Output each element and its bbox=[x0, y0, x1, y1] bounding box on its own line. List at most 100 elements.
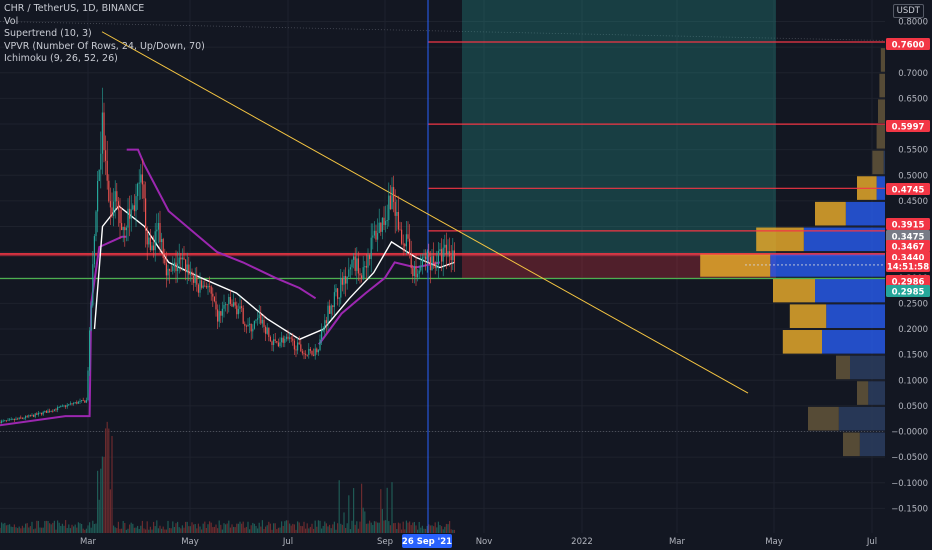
price-axis[interactable]: 0.80000.75000.70000.65000.60000.55000.50… bbox=[885, 0, 932, 550]
volume-bar bbox=[95, 523, 97, 533]
candle-body bbox=[444, 244, 446, 248]
time-tick-label: Sep bbox=[377, 537, 393, 547]
volume-bar bbox=[340, 523, 342, 533]
currency-badge[interactable]: USDT bbox=[892, 4, 924, 18]
candle-body bbox=[421, 257, 423, 267]
candle-body bbox=[204, 285, 206, 287]
price-tag-label: 0.2986 bbox=[892, 278, 925, 288]
candle-body bbox=[23, 418, 25, 420]
volume-bar bbox=[333, 521, 335, 533]
entry-band bbox=[0, 253, 885, 257]
time-axis[interactable]: Mar May Jul Sep Nov 2022 Mar May Jul 26 Sep '21 bbox=[0, 533, 932, 550]
volume-bar bbox=[337, 523, 339, 533]
volume-bar bbox=[175, 523, 177, 533]
candle-body bbox=[5, 420, 7, 422]
volume-bar bbox=[170, 528, 172, 533]
symbol-title[interactable]: CHR / TetherUS, 1D, BINANCE bbox=[4, 3, 145, 14]
volume-bar bbox=[148, 529, 150, 533]
candle-body bbox=[135, 196, 137, 212]
volume-profile-up bbox=[756, 227, 804, 252]
volume-bar bbox=[332, 524, 334, 533]
volume-bar bbox=[189, 526, 191, 533]
price-tick-label: 0.2000 bbox=[898, 325, 928, 335]
volume-bar bbox=[103, 456, 105, 533]
candle-body bbox=[308, 348, 310, 355]
volume-bar bbox=[178, 527, 180, 533]
volume-bar bbox=[293, 524, 295, 533]
volume-bar bbox=[396, 529, 398, 533]
price-tag-label: 0.4745 bbox=[892, 186, 925, 196]
candle-body bbox=[57, 407, 59, 410]
volume-bar bbox=[55, 529, 57, 533]
volume-bar bbox=[77, 522, 79, 533]
indicator-supertrend[interactable]: Supertrend (10, 3) bbox=[4, 28, 92, 39]
price-tag bbox=[886, 183, 930, 195]
candle-body bbox=[309, 348, 311, 351]
candle-body bbox=[146, 230, 148, 245]
time-tick-label: Nov bbox=[476, 537, 493, 547]
indicator-vpvr[interactable]: VPVR (Number Of Rows, 24, Up/Down, 70) bbox=[4, 40, 205, 52]
volume-bar bbox=[210, 522, 212, 533]
candle-body bbox=[338, 297, 340, 299]
candle-body bbox=[178, 257, 180, 264]
volume-profile-down bbox=[770, 253, 885, 277]
volume-bar bbox=[13, 524, 15, 533]
volume-bar bbox=[116, 528, 118, 533]
volume-bar bbox=[301, 526, 303, 533]
volume-bars bbox=[0, 421, 455, 533]
volume-bar bbox=[317, 520, 319, 533]
volume-bar bbox=[369, 520, 371, 533]
volume-bar bbox=[63, 525, 65, 533]
volume-bar bbox=[450, 529, 452, 533]
volume-bar bbox=[226, 523, 228, 533]
volume-bar bbox=[44, 521, 46, 533]
candle-body bbox=[436, 264, 438, 269]
candle-body bbox=[381, 217, 383, 232]
volume-profile-down bbox=[883, 150, 885, 175]
volume-bar bbox=[121, 528, 123, 533]
volume-bar bbox=[297, 521, 299, 533]
candle-body bbox=[197, 284, 199, 293]
candle-body bbox=[181, 257, 183, 260]
candle-body bbox=[313, 354, 315, 356]
candle-body bbox=[18, 417, 20, 419]
candle-body bbox=[68, 404, 70, 406]
candle-body bbox=[101, 112, 103, 154]
candle-body bbox=[314, 348, 316, 356]
candle-body bbox=[137, 183, 139, 197]
volume-bar bbox=[45, 520, 47, 533]
volume-bar bbox=[439, 525, 441, 533]
candle-body bbox=[335, 288, 337, 293]
candle-body bbox=[103, 112, 105, 151]
candle-body bbox=[170, 270, 172, 272]
candle-body bbox=[266, 327, 268, 334]
volume-bar bbox=[429, 525, 431, 533]
candle-body bbox=[210, 286, 212, 294]
indicator-vol[interactable]: Vol bbox=[4, 15, 19, 27]
candle-body bbox=[55, 409, 57, 411]
volume-bar bbox=[71, 524, 73, 533]
candle-body bbox=[221, 308, 223, 316]
indicator-ichimoku[interactable]: Ichimoku (9, 26, 52, 26) bbox=[4, 53, 118, 64]
volume-bar bbox=[418, 522, 420, 533]
volume-bar bbox=[209, 521, 211, 533]
candle-body bbox=[450, 256, 452, 261]
candle-body bbox=[113, 201, 115, 217]
volume-bar bbox=[405, 520, 407, 533]
candle-body bbox=[34, 413, 36, 417]
volume-bar bbox=[39, 527, 41, 533]
volume-bar bbox=[177, 521, 179, 533]
chart-legend: CHR / TetherUS, 1D, BINANCE Vol Supertre… bbox=[4, 3, 205, 66]
volume-bar bbox=[221, 529, 223, 533]
volume-bar bbox=[57, 520, 59, 533]
candle-body bbox=[185, 259, 187, 273]
volume-bar bbox=[399, 523, 401, 533]
volume-bar bbox=[89, 522, 91, 533]
volume-bar bbox=[311, 523, 313, 533]
volume-bar bbox=[444, 526, 446, 533]
volume-bar bbox=[105, 428, 107, 533]
volume-bar bbox=[31, 521, 33, 533]
volume-bar bbox=[114, 527, 116, 533]
candle-body bbox=[28, 415, 30, 417]
